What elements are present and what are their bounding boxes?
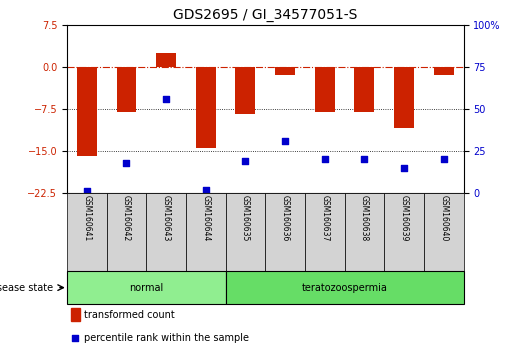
Text: GSM160637: GSM160637 (320, 195, 329, 242)
Bar (196, 67, 216, 148)
Point (241, 158, 249, 164)
Bar (315, 67, 335, 112)
Bar (354, 67, 374, 112)
Text: teratozoospermia: teratozoospermia (302, 282, 387, 293)
Text: transformed count: transformed count (83, 310, 175, 320)
Text: GSM160636: GSM160636 (281, 195, 289, 242)
Bar (394, 67, 414, 129)
Bar (67, 271, 226, 304)
Bar (226, 193, 265, 271)
Bar (77, 67, 97, 156)
Point (202, 187, 210, 193)
Point (71, 335, 79, 341)
Text: percentile rank within the sample: percentile rank within the sample (83, 332, 249, 343)
Text: GSM160642: GSM160642 (122, 195, 131, 241)
Point (320, 156, 329, 162)
Text: GSM160635: GSM160635 (241, 195, 250, 242)
Bar (107, 193, 146, 271)
Bar (384, 193, 424, 271)
Bar (71, 308, 80, 321)
Bar (226, 271, 464, 304)
Point (360, 156, 369, 162)
Bar (424, 193, 464, 271)
Point (82, 188, 91, 194)
Text: GSM160643: GSM160643 (162, 195, 170, 242)
Bar (434, 67, 454, 75)
Text: GSM160641: GSM160641 (82, 195, 91, 241)
Bar (67, 193, 107, 271)
Text: GSM160639: GSM160639 (400, 195, 408, 242)
Title: GDS2695 / GI_34577051-S: GDS2695 / GI_34577051-S (173, 8, 357, 22)
Text: disease state: disease state (0, 282, 53, 293)
Bar (235, 67, 255, 114)
Text: GSM160644: GSM160644 (201, 195, 210, 242)
Bar (275, 67, 295, 75)
Text: normal: normal (129, 282, 163, 293)
Bar (186, 193, 226, 271)
Bar (146, 193, 186, 271)
Point (400, 165, 408, 171)
Text: GSM160640: GSM160640 (439, 195, 448, 242)
Bar (345, 193, 384, 271)
Point (162, 96, 170, 102)
Text: GSM160638: GSM160638 (360, 195, 369, 241)
Bar (116, 67, 136, 112)
Bar (305, 193, 345, 271)
Point (440, 156, 448, 162)
Bar (156, 53, 176, 67)
Point (123, 160, 131, 166)
Point (281, 138, 289, 144)
Bar (265, 193, 305, 271)
